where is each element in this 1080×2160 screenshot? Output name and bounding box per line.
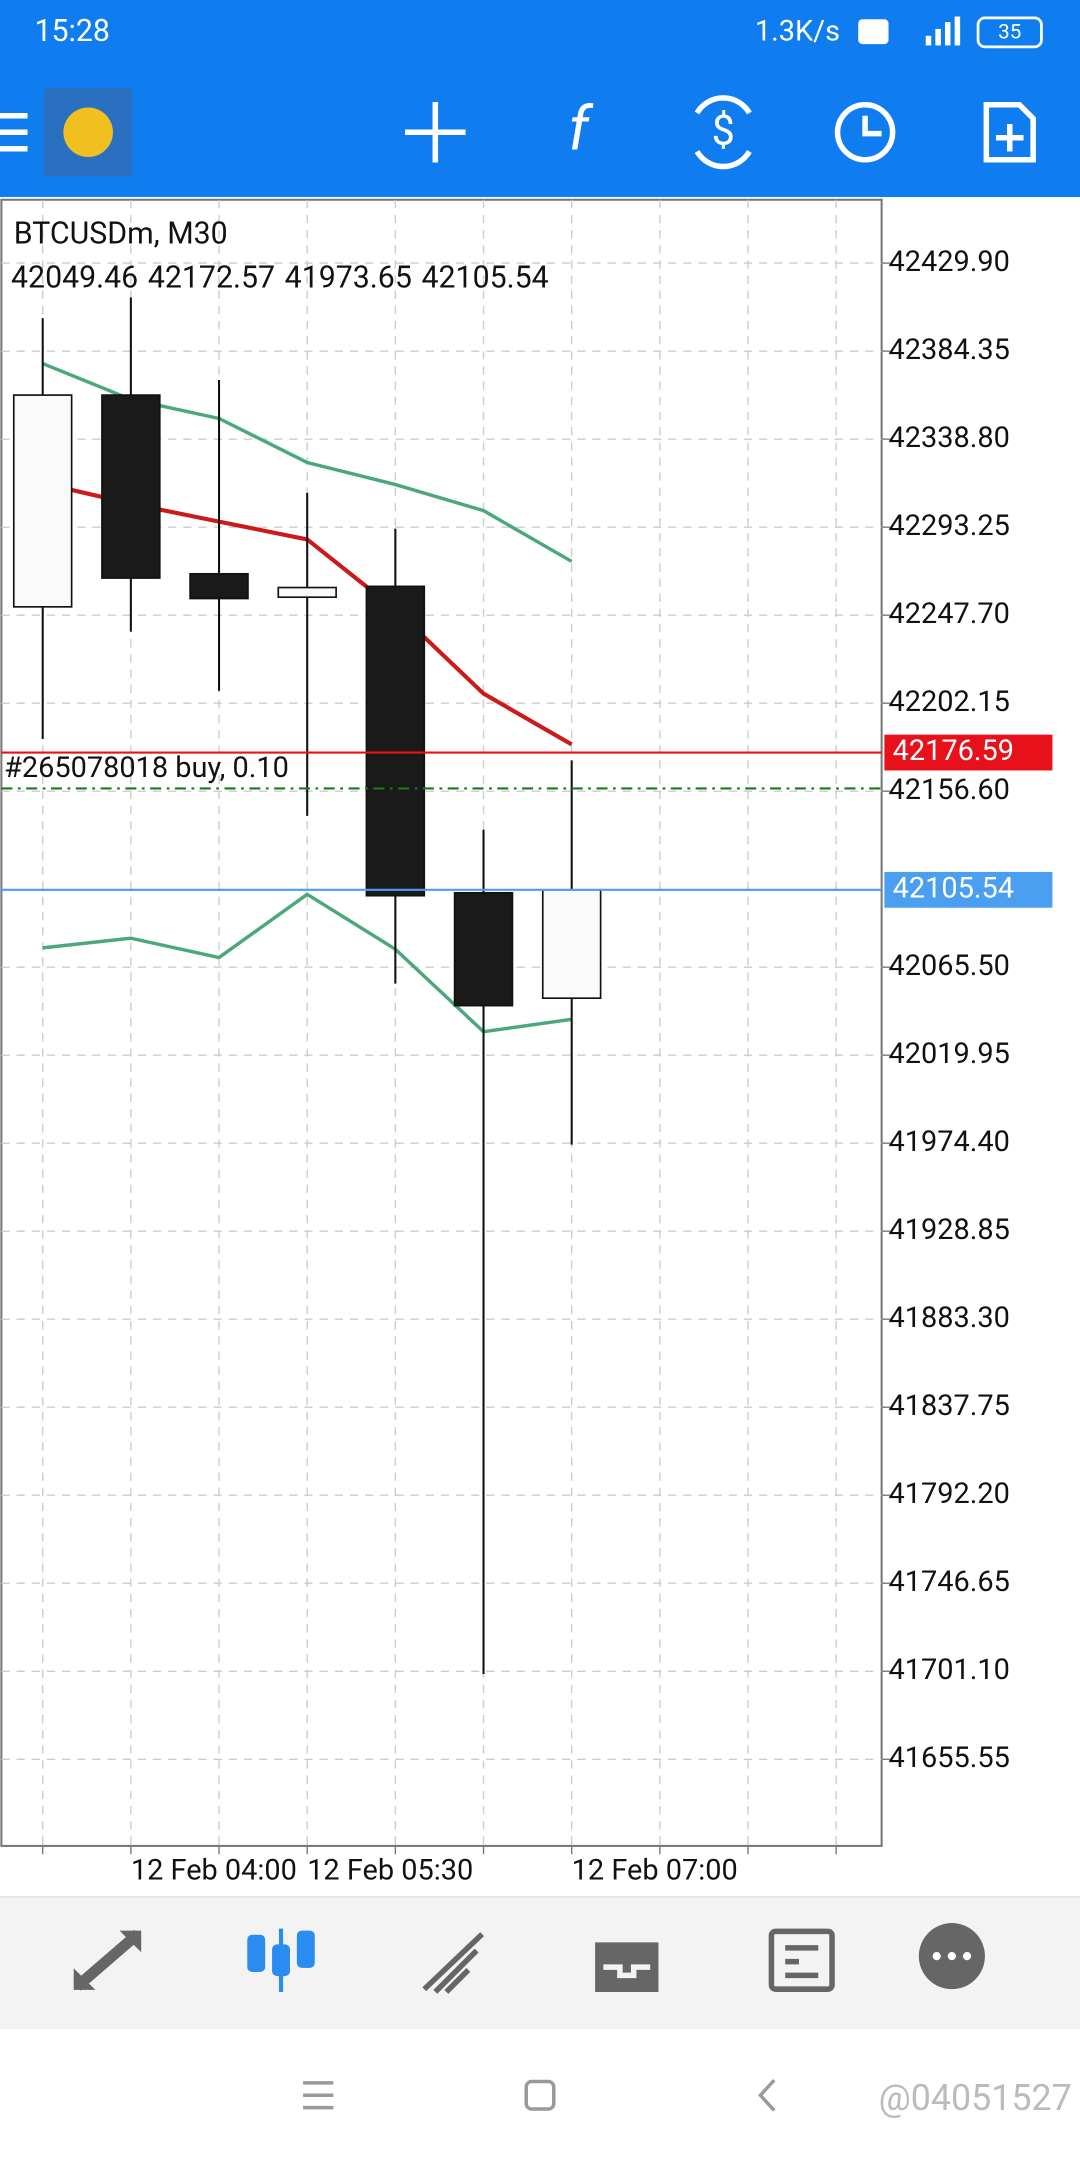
app-bar: [0, 0, 1080, 197]
candle-body: [12, 394, 73, 608]
ohlc-value: 41973.65: [285, 261, 412, 296]
y-tick-label: 42065.50: [889, 949, 1010, 983]
candle-body: [365, 585, 426, 897]
battery-level: 35: [998, 21, 1021, 45]
ohlc-value: 42105.54: [422, 261, 549, 296]
y-tick-label: 42338.80: [889, 421, 1010, 455]
last-label: 42105.54: [893, 871, 1014, 905]
signal-icon: [925, 16, 961, 46]
x-tick-label: 12 Feb 07:00: [572, 1854, 738, 1888]
timeframe-button[interactable]: [834, 101, 896, 163]
y-tick-label: 42384.35: [889, 333, 1010, 367]
history-tab[interactable]: [595, 1942, 659, 1992]
bottom-nav: [0, 1896, 1080, 2030]
chart-title: BTCUSDm, M30: [14, 217, 228, 252]
order-label: #265078018 buy, 0.10: [4, 751, 289, 785]
trade-tab[interactable]: [422, 1932, 485, 1994]
system-home[interactable]: [524, 2079, 556, 2111]
y-tick-label: 41837.75: [889, 1389, 1010, 1423]
last-label-bg: [884, 871, 1053, 908]
y-tick-label: 42202.15: [889, 685, 1010, 719]
network-speed: 1.3K/s: [755, 15, 840, 49]
menu-button[interactable]: [0, 112, 28, 152]
news-tab[interactable]: [768, 1928, 835, 1992]
system-back[interactable]: [758, 2078, 776, 2112]
status-time: 15:28: [34, 14, 109, 49]
candle-body: [189, 572, 249, 600]
y-tick-label: 41746.65: [889, 1565, 1010, 1599]
y-tick-label: 42293.25: [889, 509, 1010, 543]
y-tick-label: 41792.20: [889, 1477, 1010, 1511]
watermark: @04051527: [879, 2077, 1072, 2119]
trade-button[interactable]: $: [694, 95, 752, 170]
candle-body: [541, 888, 602, 1000]
y-tick-label: 41928.85: [889, 1213, 1010, 1247]
chart-tab[interactable]: [247, 1928, 315, 1992]
y-tick-label: 42019.95: [889, 1037, 1010, 1071]
system-menu[interactable]: [303, 2081, 334, 2110]
y-tick-label: 41655.55: [889, 1741, 1010, 1775]
x-tick-label: 12 Feb 04:00: [131, 1854, 297, 1888]
candle-body: [277, 586, 337, 599]
x-tick-label: 12 Feb 05:30: [307, 1854, 473, 1888]
bid-label: 42176.59: [893, 734, 1014, 768]
candle-body: [453, 891, 514, 1007]
ohlc-value: 42049.46: [11, 261, 138, 296]
candle-body: [101, 394, 161, 579]
svg-text:$: $: [712, 108, 735, 156]
crosshair-button[interactable]: [405, 101, 466, 163]
y-tick-label: 42156.60: [889, 773, 1010, 807]
chat-tab[interactable]: [918, 1923, 985, 1990]
y-tick-label: 41974.40: [889, 1125, 1010, 1159]
battery-icon: [976, 16, 1043, 49]
new-order-button[interactable]: [983, 101, 1036, 163]
y-tick-label: 41883.30: [889, 1301, 1010, 1335]
ohlc-value: 42172.57: [148, 261, 275, 296]
hd-icon: [858, 19, 889, 45]
bid-label-bg: [884, 734, 1053, 771]
y-tick-label: 42429.90: [889, 245, 1010, 279]
app-logo-mark: [63, 107, 113, 158]
y-tick-label: 42247.70: [889, 597, 1010, 631]
y-tick-label: 41701.10: [889, 1653, 1010, 1687]
quotes-tab[interactable]: [73, 1929, 142, 1991]
